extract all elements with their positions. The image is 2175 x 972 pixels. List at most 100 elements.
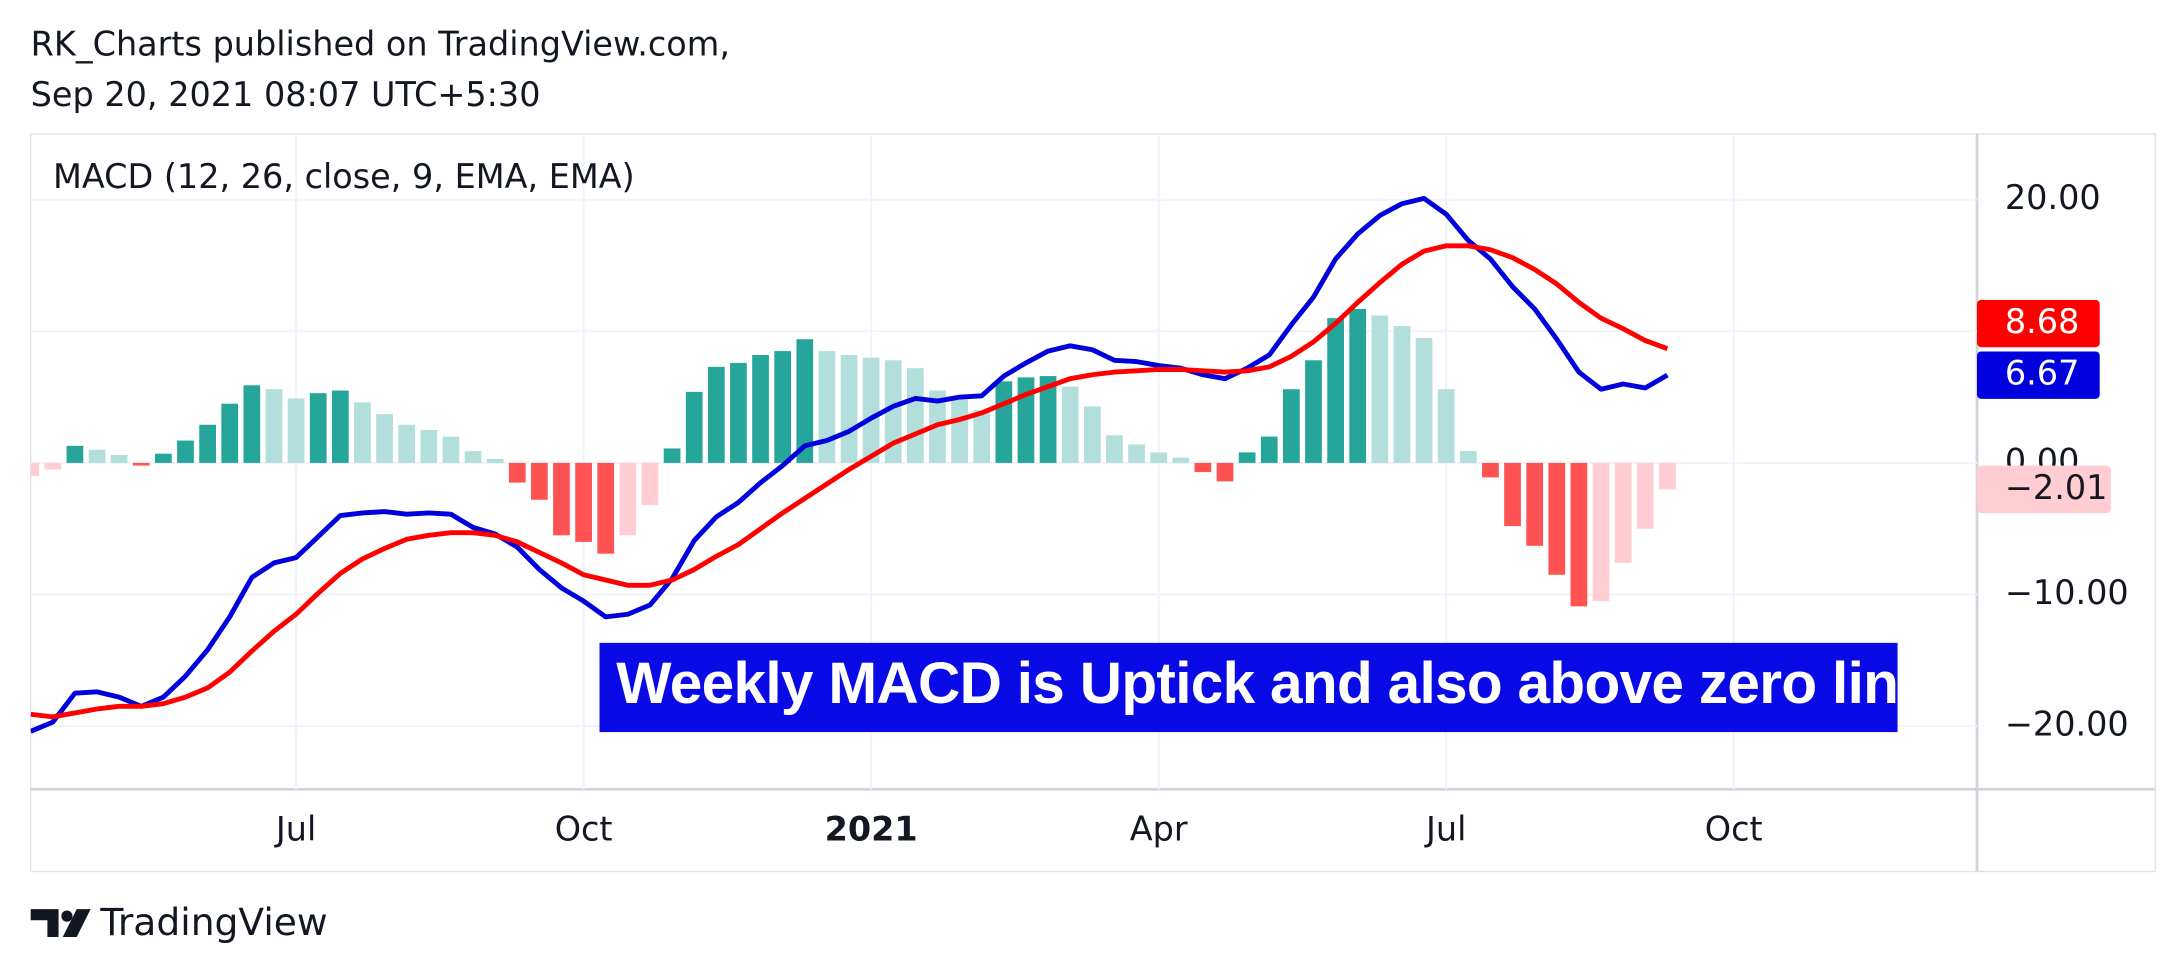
histogram-bar [155, 453, 172, 463]
histogram-bar [884, 360, 902, 463]
histogram-bar [1305, 360, 1322, 463]
histogram-bar [1592, 462, 1610, 602]
histogram-bar [398, 424, 416, 463]
histogram-bar [1283, 389, 1300, 463]
histogram-bar [1128, 444, 1145, 463]
histogram-bar [553, 462, 570, 536]
histogram-bar [1083, 406, 1101, 463]
histogram-bar [663, 448, 681, 463]
histogram-bar [1570, 462, 1588, 607]
histogram-bar [110, 455, 128, 463]
histogram-bar [464, 451, 482, 463]
annotation-box [599, 642, 1898, 733]
histogram-bar [177, 440, 194, 463]
histogram-bar [1061, 386, 1079, 463]
x-tick-label: Jul [1424, 810, 1466, 849]
histogram-bar [597, 462, 615, 554]
y-tick-label: 20.00 [2005, 178, 2101, 217]
histogram-bar [420, 430, 438, 463]
histogram-bar [199, 424, 216, 463]
histogram-bar [641, 462, 659, 506]
histogram-bar [1150, 452, 1168, 463]
timestamp: Sep 20, 2021 08:07 UTC+5:30 [31, 75, 541, 114]
histogram-bar [1415, 337, 1433, 463]
plot [30, 195, 1676, 734]
histogram-bar [1659, 462, 1676, 490]
logo-mark [62, 909, 91, 938]
histogram-bar [1327, 318, 1344, 463]
brand: TradingView [99, 900, 327, 944]
histogram-bar [1238, 452, 1256, 463]
histogram-bar [132, 462, 150, 466]
histogram-bar [818, 351, 836, 463]
signal-line [30, 243, 1669, 720]
histogram-bar [1614, 462, 1632, 563]
last-value-label: 6.67 [2005, 354, 2080, 393]
histogram-bar [44, 462, 62, 470]
histogram-bar [1437, 389, 1455, 463]
histogram-bar [287, 398, 305, 463]
histogram-bar [1172, 457, 1190, 463]
x-tick-label: Jul [274, 810, 316, 849]
histogram-last-box [1977, 465, 2111, 514]
histogram-bar [88, 449, 106, 463]
publisher: RK_Charts published on TradingView.com, [31, 25, 730, 64]
histogram-bar [1482, 462, 1499, 478]
histogram-bar [1039, 376, 1057, 463]
histogram-bar [354, 402, 371, 463]
y-tick-label: −20.00 [2005, 705, 2129, 744]
histogram-bar [862, 357, 880, 463]
histogram-bar [752, 355, 769, 463]
macd-line [30, 195, 1669, 734]
histogram-bar [376, 414, 393, 463]
histogram-bar [685, 391, 703, 463]
histogram-bar [1459, 451, 1477, 463]
histogram-bar [840, 355, 858, 463]
histogram-bar [1548, 462, 1566, 575]
y-tick-label: −10.00 [2005, 573, 2129, 612]
last-value-label: 8.68 [2005, 302, 2080, 341]
histogram-bar [508, 462, 526, 483]
logo [30, 909, 91, 938]
histogram-bar [265, 389, 283, 463]
x-tick-label: 2021 [825, 810, 918, 849]
logo-mark [30, 909, 59, 938]
logo-dot [61, 910, 73, 922]
histogram-bar [331, 390, 349, 463]
histogram-last-label: −2.01 [2005, 468, 2108, 507]
histogram-bar [486, 458, 504, 463]
histogram-bar [531, 462, 548, 500]
histogram-bar [730, 362, 747, 463]
histogram-bar [309, 393, 327, 463]
histogram-bar [619, 462, 637, 536]
histogram-bar [221, 403, 239, 463]
histogram-bar [1260, 436, 1278, 463]
axes: Jul Oct 2021 Apr Jul Oct20.000.00−10.00−20.00… [274, 178, 2129, 848]
histogram-bar [796, 339, 814, 463]
histogram-bar [1106, 435, 1123, 463]
last-value-box [1977, 299, 2100, 348]
histogram-bar [1504, 462, 1521, 527]
histogram-bar [1371, 315, 1389, 463]
histogram-bar [1216, 462, 1234, 482]
histogram-bar [1194, 462, 1212, 473]
x-tick-label: Apr [1130, 810, 1188, 849]
histogram-bar [442, 436, 460, 463]
last-value-box [1977, 351, 2100, 399]
legend: MACD (12, 26, close, 9, EMA, EMA) [53, 157, 635, 196]
histogram-bar [951, 399, 968, 463]
frame [29, 133, 2157, 873]
histogram-bar [243, 385, 261, 463]
histogram-bar [973, 410, 991, 463]
annotation: Weekly MACD is Uptick and also above zer… [616, 651, 1930, 716]
histogram-bar [907, 368, 924, 463]
histogram-bar [30, 462, 40, 477]
histogram-bar [575, 462, 592, 542]
x-tick-label: Oct [1705, 810, 1763, 849]
histogram-bar [1393, 326, 1411, 463]
histogram-bar [774, 351, 792, 463]
histogram-bar [1526, 462, 1544, 546]
histogram-bar [707, 366, 725, 463]
